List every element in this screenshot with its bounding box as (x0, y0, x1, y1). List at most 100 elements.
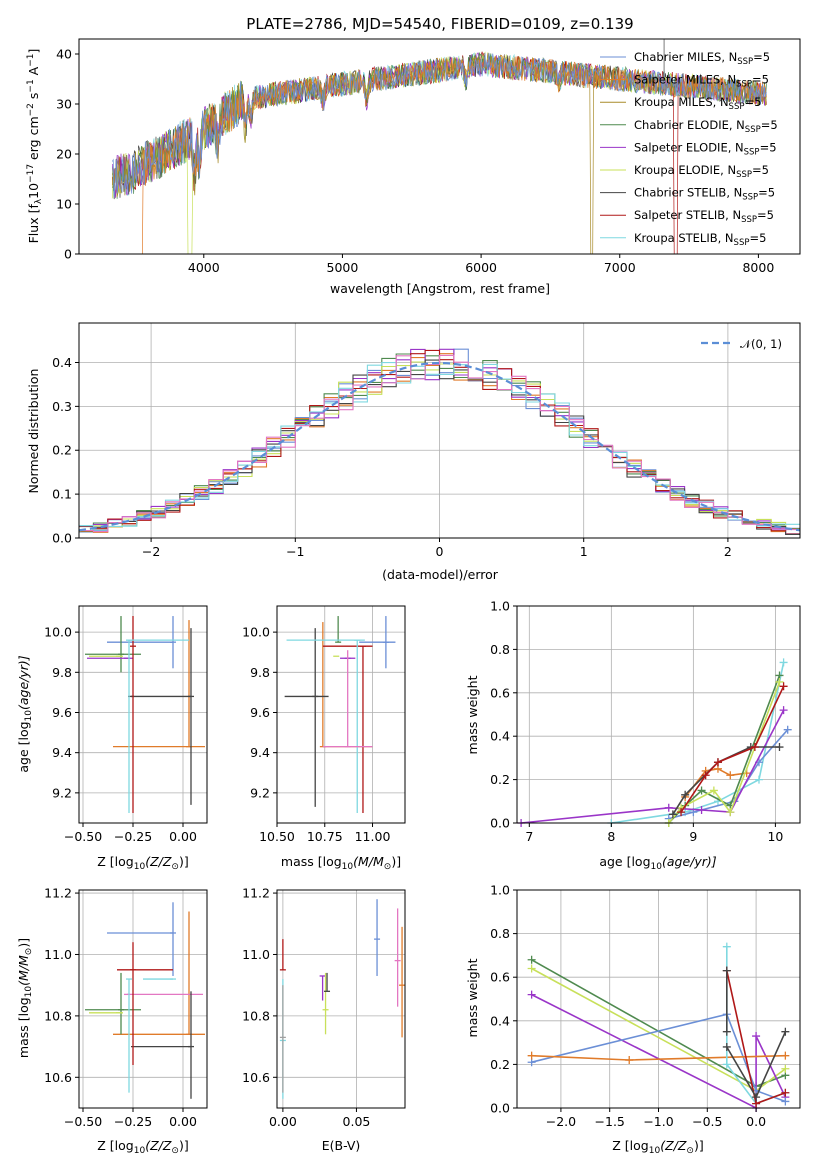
histogram-ylabel: Normed distribution (26, 369, 41, 494)
y-tick-label: 10.6 (242, 1070, 270, 1085)
y-tick-label: 0.0 (490, 1101, 510, 1116)
histogram-ticks: −2 −1 0 1 2 0.0 0.1 0.2 0.3 0.4 (52, 355, 732, 559)
series-point (775, 677, 784, 686)
age-massweight-xlabel: age [log10(age/yr)] (599, 854, 716, 872)
y-tick-label: 10.8 (242, 1008, 270, 1023)
series-point (779, 682, 788, 691)
y-tick-label: 0.0 (52, 531, 72, 546)
x-tick-label: −1 (286, 544, 304, 559)
spectrum-line (111, 52, 767, 198)
x-tick-label: −0.25 (114, 1114, 152, 1129)
spectrum-frame (78, 38, 801, 255)
y-tick-label: 30 (56, 97, 72, 112)
y-tick-label: 40 (56, 47, 72, 62)
y-tick-label: 10.8 (44, 1008, 72, 1023)
series-point (527, 955, 536, 964)
normal-legend-label: 𝒩(0, 1) (740, 337, 782, 351)
x-tick-label: −0.50 (64, 1114, 102, 1129)
legend-label: Kroupa ELODIE, NSSP=5 (634, 163, 769, 180)
y-tick-label: 9.8 (250, 665, 270, 680)
series-point (781, 1088, 790, 1097)
series-point (681, 790, 690, 799)
series-point (779, 658, 788, 667)
x-tick-label: 1 (580, 544, 588, 559)
series-point (697, 805, 706, 814)
y-tick-label: 10 (56, 197, 72, 212)
series-point (697, 786, 706, 795)
series-point (527, 1051, 536, 1060)
z-age-panel: −0.50 −0.25 0.00 9.2 9.4 9.6 9.8 10.0 (44, 605, 208, 844)
x-tick-label: 0.00 (269, 1114, 297, 1129)
y-tick-label: 20 (56, 147, 72, 162)
legend-label: Salpeter ELODIE, NSSP=5 (634, 140, 777, 157)
y-tick-label: 9.2 (52, 785, 72, 800)
z-mass-xlabel: Z [log10(Z/Z⊙)] (97, 1138, 188, 1156)
y-tick-label: 9.4 (52, 745, 72, 760)
series-point (781, 1051, 790, 1060)
y-tick-label: 0.4 (490, 1013, 510, 1028)
x-tick-label: −0.5 (692, 1114, 722, 1129)
y-tick-label: 10.0 (44, 625, 72, 640)
x-tick-label: 10.75 (307, 829, 343, 844)
histogram-step (79, 354, 800, 533)
y-tick-label: 0.6 (490, 970, 510, 985)
x-tick-label: −1.0 (643, 1114, 673, 1129)
ebv-mass-xlabel: E(B-V) (322, 1138, 361, 1153)
y-tick-label: 11.2 (242, 886, 270, 901)
y-tick-label: 0 (64, 247, 72, 262)
series-point (726, 771, 735, 780)
series-point (713, 758, 722, 767)
y-tick-label: 0.4 (490, 729, 510, 744)
series-point (722, 966, 731, 975)
series-point (781, 1027, 790, 1036)
legend-label: Chabrier ELODIE, NSSP=5 (634, 118, 778, 135)
z-massweight-panel: −2.0 −1.5 −1.0 −0.5 0.0 0.0 0.2 0.4 0.6 0.8 1.0 (490, 883, 801, 1129)
x-tick-label: −0.50 (64, 829, 102, 844)
series-point (726, 808, 735, 817)
x-tick-label: 10 (767, 829, 783, 844)
series-point (722, 1027, 731, 1036)
mass-age-xlabel: mass [log10(M/M⊙)] (281, 854, 401, 872)
spectrum-title: PLATE=2786, MJD=54540, FIBERID=0109, z=0… (246, 15, 633, 33)
x-tick-label: 7 (525, 829, 533, 844)
z-massweight-xlabel: Z [log10(Z/Z⊙)] (612, 1138, 703, 1156)
y-tick-label: 0.3 (52, 399, 72, 414)
spectrum-panel: PLATE=2786, MJD=54540, FIBERID=0109, z=0… (26, 15, 801, 296)
x-tick-label: 10.50 (259, 829, 295, 844)
y-tick-label: 9.4 (250, 745, 270, 760)
x-tick-label: 7000 (604, 260, 636, 275)
residual-histogram-panel: −2 −1 0 1 2 0.0 0.1 0.2 0.3 0.4 𝒩(0, 1) (data-mod… (26, 322, 801, 582)
series-point (677, 808, 686, 817)
age-massweight-ylabel: mass weight (465, 675, 480, 754)
series-point (701, 771, 710, 780)
legend-label: Chabrier STELIB, NSSP=5 (634, 186, 775, 203)
x-tick-label: 0.0 (746, 1114, 766, 1129)
series-point (722, 1060, 731, 1069)
x-tick-label: −0.25 (114, 829, 152, 844)
series-point (722, 1042, 731, 1051)
y-tick-label: 0.8 (490, 642, 510, 657)
spectrum-lines (111, 39, 767, 255)
panel-frame (276, 889, 406, 1109)
panel-frame (276, 605, 406, 824)
legend-label: Salpeter STELIB, NSSP=5 (634, 208, 774, 225)
x-tick-label: 2 (724, 544, 732, 559)
spectrum-xlabel: wavelength [Angstrom, rest frame] (330, 281, 550, 296)
y-tick-label: 0.2 (490, 772, 510, 787)
y-tick-label: 9.6 (250, 705, 270, 720)
x-tick-label: −2 (142, 544, 160, 559)
x-tick-label: −1.5 (595, 1114, 625, 1129)
x-tick-label: 8 (607, 829, 615, 844)
y-tick-label: 11.0 (44, 947, 72, 962)
z-age-ylabel: age [log10(age/yr)] (16, 655, 34, 772)
spectrum-legend: Chabrier MILES, NSSP=5 Salpeter MILES, NS… (600, 50, 778, 248)
y-tick-label: 9.8 (52, 665, 72, 680)
legend-label: Chabrier MILES, NSSP=5 (634, 50, 770, 67)
series-point (783, 725, 792, 734)
legend-label: Kroupa STELIB, NSSP=5 (634, 231, 766, 248)
x-tick-label: 5000 (327, 260, 359, 275)
z-age-xlabel: Z [log10(Z/Z⊙)] (97, 854, 188, 872)
x-tick-label: 4000 (188, 260, 220, 275)
y-tick-label: 0.6 (490, 685, 510, 700)
